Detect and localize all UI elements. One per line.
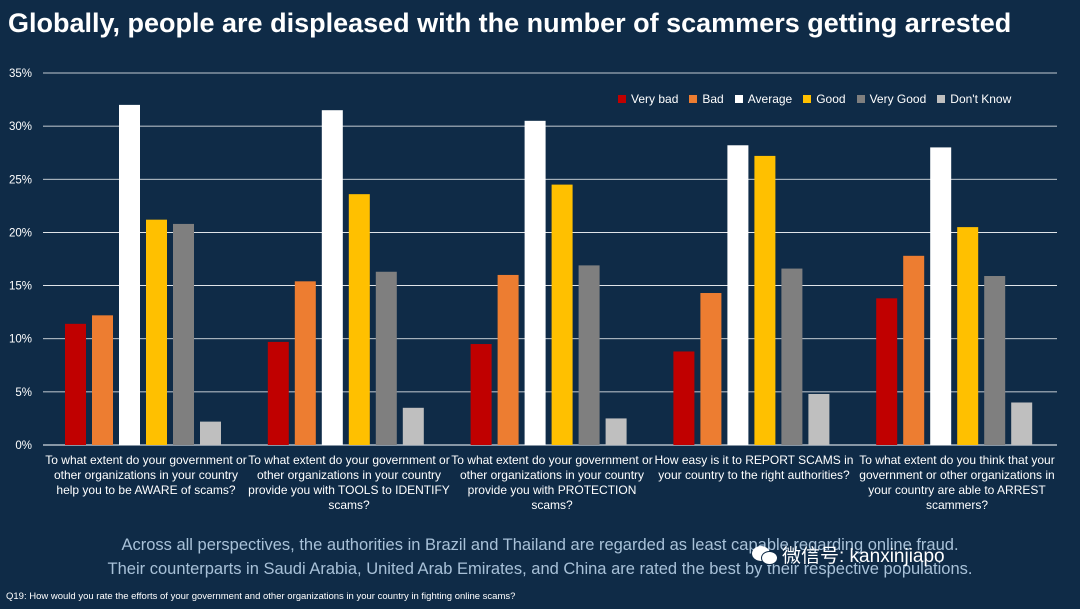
bar-don-t-know-1 bbox=[402, 407, 424, 445]
bar-very-bad-1 bbox=[267, 341, 289, 445]
caption-line-1: Across all perspectives, the authorities… bbox=[121, 536, 959, 554]
legend-label: Bad bbox=[702, 92, 724, 106]
bar-don-t-know-4 bbox=[1011, 402, 1033, 445]
bar-average-1 bbox=[321, 110, 343, 445]
legend-swatch bbox=[856, 95, 865, 103]
bar-very-good-0 bbox=[173, 223, 194, 445]
y-tick-label: 10% bbox=[9, 334, 32, 346]
legend-item: Don't Know bbox=[937, 92, 1011, 106]
legend-label: Very bad bbox=[631, 92, 679, 106]
bar-good-3 bbox=[754, 155, 776, 445]
y-tick-label: 20% bbox=[9, 227, 32, 239]
legend-swatch bbox=[689, 95, 698, 103]
caption-line-2: Their counterparts in Saudi Arabia, Unit… bbox=[107, 560, 973, 578]
legend-swatch bbox=[734, 95, 743, 103]
bar-good-4 bbox=[957, 227, 979, 445]
bar-average-4 bbox=[930, 147, 952, 445]
legend-swatch bbox=[937, 95, 946, 103]
watermark-text: 微信号: kanxinjiapo bbox=[782, 546, 945, 567]
legend-item: Very Good bbox=[856, 92, 927, 106]
x-label-aware: To what extent do your government or oth… bbox=[45, 453, 247, 497]
bar-very-bad-0 bbox=[65, 323, 86, 445]
bar-very-good-3 bbox=[781, 268, 803, 445]
legend-label: Don't Know bbox=[950, 92, 1012, 106]
bar-bad-3 bbox=[700, 293, 722, 445]
bar-very-bad-3 bbox=[673, 351, 695, 445]
bar-don-t-know-3 bbox=[808, 393, 830, 445]
chart-title: Globally, people are displeased with the… bbox=[8, 8, 1012, 38]
x-label-protection: To what extent do your government or oth… bbox=[451, 453, 653, 512]
bar-good-0 bbox=[146, 219, 167, 445]
legend-swatch bbox=[803, 95, 812, 103]
bar-bad-0 bbox=[92, 315, 113, 445]
wechat-icon bbox=[752, 544, 778, 566]
legend-swatch bbox=[618, 95, 626, 103]
legend-item: Average bbox=[734, 92, 793, 106]
bar-very-bad-4 bbox=[876, 298, 898, 445]
y-tick-label: 15% bbox=[9, 281, 32, 293]
bar-good-2 bbox=[551, 184, 573, 445]
legend-label: Very Good bbox=[869, 92, 927, 106]
x-label-report: How easy is it to REPORT SCAMS in your c… bbox=[654, 453, 854, 482]
y-tick-label: 0% bbox=[15, 440, 32, 452]
bar-very-good-2 bbox=[578, 265, 600, 445]
footnote: Q19: How would you rate the efforts of y… bbox=[6, 591, 516, 602]
y-tick-label: 35% bbox=[9, 68, 32, 80]
legend: Very bad Bad Average Good Very Good Don't Kno… bbox=[618, 92, 1011, 106]
bar-don-t-know-0 bbox=[200, 421, 221, 445]
bar-bad-4 bbox=[903, 255, 925, 445]
bar-don-t-know-2 bbox=[605, 418, 627, 445]
bar-very-good-1 bbox=[375, 271, 397, 445]
y-tick-label: 25% bbox=[9, 174, 32, 186]
bar-average-2 bbox=[524, 120, 546, 446]
legend-item: Bad bbox=[689, 92, 724, 106]
bar-very-good-4 bbox=[984, 276, 1006, 445]
legend-item: Very bad bbox=[618, 92, 678, 106]
bar-good-1 bbox=[348, 194, 370, 445]
x-label-tools: To what extent do your government or oth… bbox=[248, 453, 450, 512]
bar-chart: 0% 5% 10% 15% 20% 25% 30% 35% bbox=[9, 68, 1057, 452]
y-tick-label: 30% bbox=[9, 121, 32, 133]
x-label-arrest: To what extent do you think that your go… bbox=[859, 453, 1055, 512]
watermark: 微信号: kanxinjiapo bbox=[752, 541, 945, 568]
bar-bad-2 bbox=[497, 274, 519, 445]
bar-average-3 bbox=[727, 145, 749, 445]
legend-item: Good bbox=[803, 92, 846, 106]
y-tick-label: 5% bbox=[15, 387, 32, 399]
bar-bad-1 bbox=[294, 281, 316, 445]
bar-very-bad-2 bbox=[470, 344, 492, 445]
bar-average-0 bbox=[119, 104, 140, 445]
legend-label: Good bbox=[816, 92, 846, 106]
legend-label: Average bbox=[747, 92, 793, 106]
